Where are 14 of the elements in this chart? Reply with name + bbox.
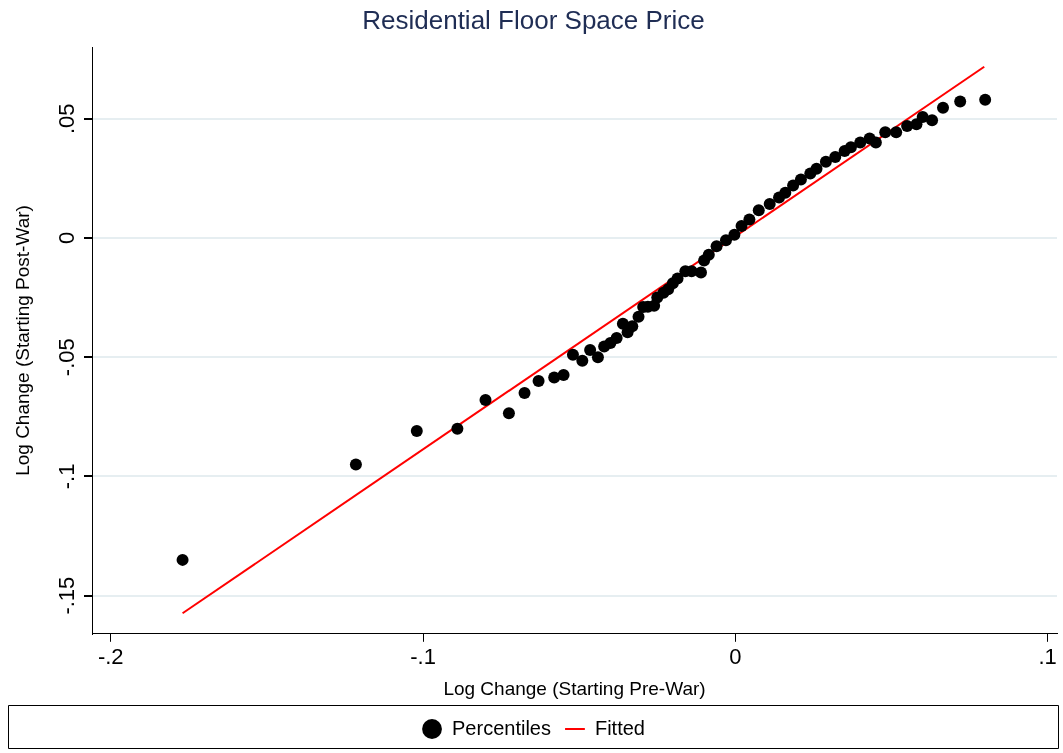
y-tick-label: -.05 bbox=[54, 338, 80, 377]
y-tick-label: .05 bbox=[54, 103, 80, 135]
x-tick-label: -.1 bbox=[410, 644, 436, 670]
legend-label: Percentiles bbox=[452, 716, 551, 739]
x-tick-label: 0 bbox=[729, 644, 742, 670]
x-tick-label: -.2 bbox=[97, 644, 124, 670]
x-tick-label: .1 bbox=[1038, 644, 1057, 670]
x-axis-title: Log Change (Starting Pre-War) bbox=[443, 677, 706, 699]
chart-title: Residential Floor Space Price bbox=[362, 4, 705, 35]
y-tick-label: 0 bbox=[54, 231, 80, 245]
y-axis-title: Log Change (Starting Post-War) bbox=[11, 205, 33, 476]
y-tick-label: -.15 bbox=[54, 576, 80, 615]
legend-label: Fitted bbox=[594, 716, 645, 739]
y-tick-label: -.1 bbox=[54, 463, 80, 490]
